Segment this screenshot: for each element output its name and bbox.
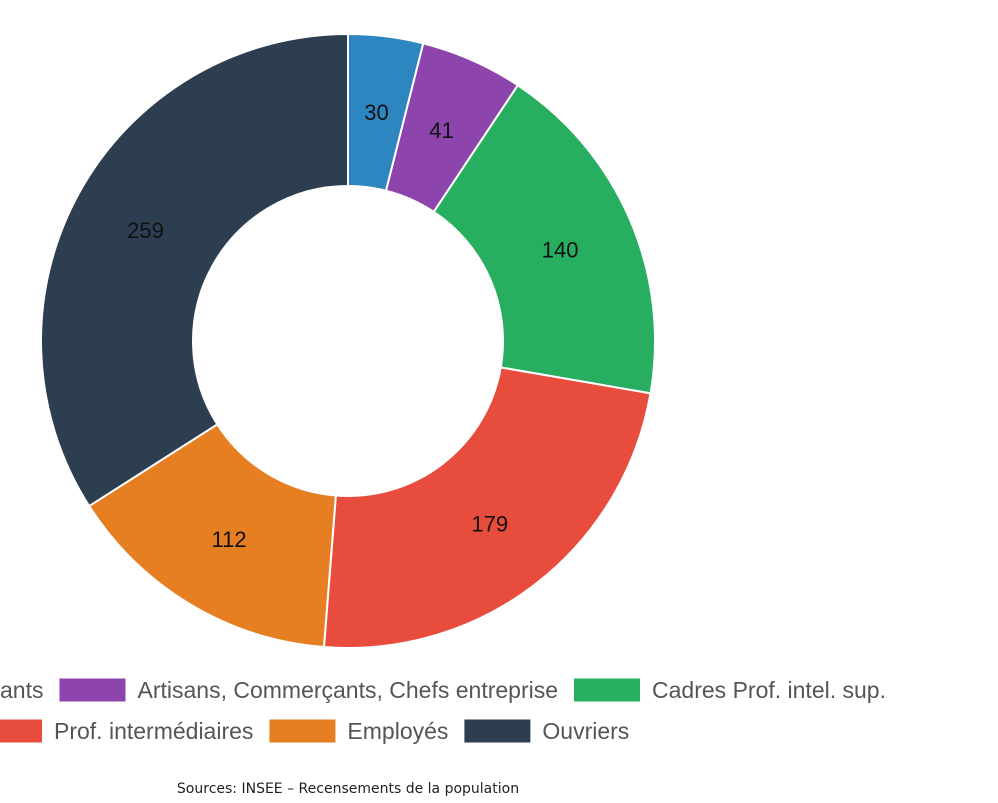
legend-swatch-ouvriers (464, 719, 531, 743)
slice-cadres-prof-intel-sup[interactable] (432, 83, 656, 395)
slice-label-employes: 112 (212, 527, 247, 552)
legend: ants Artisans, Commerçants, Chefs entrepr… (0, 677, 886, 744)
slice-label-agriculteurs-exploitants: 30 (364, 100, 388, 125)
legend-item-prof-intermediaires[interactable]: Prof. intermédiaires (0, 718, 253, 744)
slice-prof-intermediaires[interactable] (322, 366, 652, 649)
legend-swatch-cadres-prof-intel-sup (574, 678, 641, 702)
legend-item-artisans-commercants-chefs-entreprise[interactable]: Artisans, Commerçants, Chefs entreprise (59, 677, 558, 703)
slice-ouvriers[interactable] (40, 32, 349, 508)
legend-swatch-prof-intermediaires (0, 719, 42, 743)
slice-label-artisans-commercants-chefs-entreprise: 41 (429, 118, 453, 143)
slice-label-prof-intermediaires: 179 (471, 511, 508, 536)
legend-label-artisans-commercants-chefs-entreprise: Artisans, Commerçants, Chefs entreprise (137, 677, 558, 703)
legend-label-employes: Employés (347, 718, 448, 744)
slice-label-ouvriers: 259 (127, 218, 164, 243)
legend-label-cadres-prof-intel-sup: Cadres Prof. intel. sup. (652, 677, 886, 703)
slice-labels: 30 41 140 179 112 259 (127, 100, 578, 552)
legend-item-cadres-prof-intel-sup[interactable]: Cadres Prof. intel. sup. (574, 677, 886, 703)
source-note: Sources: INSEE – Recensements de la popu… (177, 781, 519, 797)
legend-item-employes[interactable]: Employés (269, 718, 448, 744)
slice-label-cadres-prof-intel-sup: 140 (542, 238, 579, 263)
legend-label-prof-intermediaires: Prof. intermédiaires (54, 718, 253, 744)
donut-slices (40, 32, 656, 649)
legend-item-ouvriers[interactable]: Ouvriers (464, 718, 629, 744)
legend-swatch-artisans-commercants-chefs-entreprise (59, 678, 126, 702)
legend-item-agriculteurs-exploitants[interactable]: ants (0, 677, 43, 703)
legend-label-agriculteurs-exploitants: ants (0, 677, 43, 703)
legend-label-ouvriers: Ouvriers (542, 718, 629, 744)
slice-employes[interactable] (87, 422, 337, 649)
legend-swatch-employes (269, 719, 336, 743)
